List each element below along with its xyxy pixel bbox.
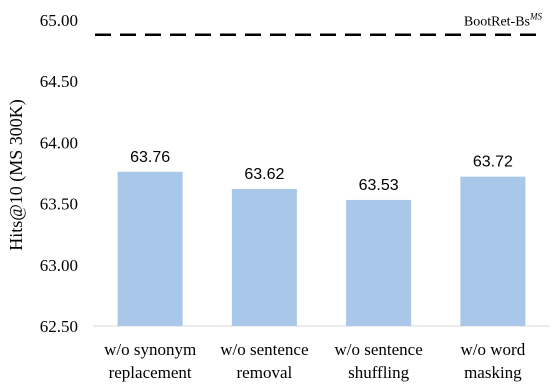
bar-value-label: 63.76: [130, 149, 170, 166]
bar: [460, 176, 526, 326]
category-label: masking: [464, 363, 522, 382]
y-tick-label: 65.00: [40, 11, 78, 30]
bar-value-label: 63.72: [473, 154, 513, 171]
category-label: replacement: [109, 363, 192, 382]
category-label: w/o sentence: [334, 340, 422, 359]
bar: [231, 188, 297, 326]
y-tick-label: 64.00: [40, 133, 78, 152]
bar: [346, 199, 412, 326]
y-tick-label: 63.00: [40, 256, 78, 275]
y-tick-label: 62.50: [40, 317, 78, 336]
bar: [117, 171, 183, 326]
bars: [117, 171, 526, 326]
category-labels: w/o synonym replacement w/o sentence remova…: [104, 340, 526, 382]
bar-value-label: 63.62: [244, 166, 284, 183]
y-tick-label: 64.50: [40, 72, 78, 91]
category-label: shuffling: [348, 363, 410, 382]
y-tick-label: 63.50: [40, 195, 78, 214]
reference-label: BootRet-BsMS: [464, 12, 543, 30]
bar-value-label: 63.53: [359, 177, 399, 194]
category-label: w/o synonym: [104, 340, 196, 359]
category-label: w/o word: [461, 340, 526, 359]
y-axis-label: Hits@10 (MS 300K): [6, 99, 27, 251]
category-label: removal: [237, 363, 293, 382]
y-axis-ticks: 62.50 63.00 63.50 64.00 64.50 65.00: [40, 11, 78, 336]
category-label: w/o sentence: [220, 340, 308, 359]
reference-label-superscript: MS: [529, 12, 542, 22]
reference-label-text: BootRet-Bs: [464, 15, 530, 30]
value-labels: 63.76 63.62 63.53 63.72: [130, 149, 513, 194]
